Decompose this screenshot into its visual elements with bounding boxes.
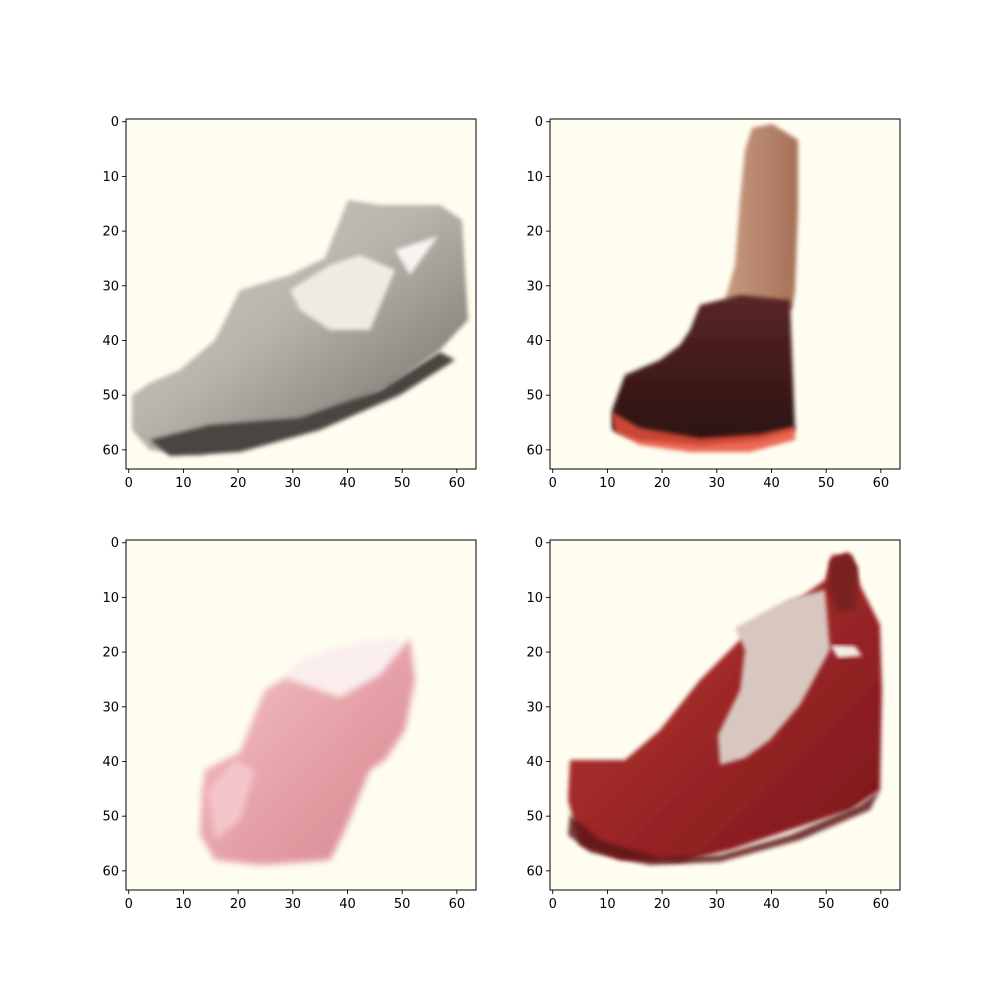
axes-2: 0 10 20 30 40 50 60 0 10 20 30 40 50 60 xyxy=(102,536,477,912)
x-tick-label: 20 xyxy=(654,476,671,491)
axes-frame xyxy=(549,118,901,470)
shoe-body xyxy=(200,638,415,865)
x-tick-label: 50 xyxy=(818,897,835,912)
x-tick-label: 40 xyxy=(339,476,356,491)
shoe-sole-accent xyxy=(612,412,795,452)
y-tick-label: 40 xyxy=(102,334,119,349)
y-tick-label: 0 xyxy=(111,536,119,551)
shoe-opening xyxy=(395,236,438,275)
y-tick-label: 0 xyxy=(535,115,543,130)
shoe-shaft xyxy=(725,124,798,310)
shoe-inner-lining xyxy=(718,590,830,765)
x-tick-label: 10 xyxy=(599,897,616,912)
y-tick-label: 30 xyxy=(526,279,543,294)
y-tick-label: 20 xyxy=(526,646,543,661)
y-tick-label: 10 xyxy=(526,591,543,606)
axes-frame xyxy=(125,118,477,470)
x-tick-label: 30 xyxy=(285,897,302,912)
axes-frame xyxy=(549,539,901,891)
x-tick-label: 0 xyxy=(125,897,133,912)
x-tick-label: 10 xyxy=(175,897,192,912)
x-tick-label: 60 xyxy=(873,897,890,912)
x-tick-label: 20 xyxy=(654,897,671,912)
x-tick-label: 60 xyxy=(873,476,890,491)
shoe-body xyxy=(132,200,468,455)
y-tick-label: 60 xyxy=(526,443,543,458)
y-tick-label: 50 xyxy=(526,810,543,825)
shoe-sole xyxy=(150,352,455,456)
y-tick-label: 50 xyxy=(102,389,119,404)
y-tick-label: 60 xyxy=(102,443,119,458)
y-tick-label: 30 xyxy=(526,700,543,715)
shoe-strap-hole xyxy=(830,645,862,658)
x-tick-label: 30 xyxy=(285,476,302,491)
x-tick-label: 50 xyxy=(394,476,411,491)
y-tick-label: 50 xyxy=(102,810,119,825)
y-tick-label: 40 xyxy=(102,755,119,770)
panel-bottom-right xyxy=(550,540,900,890)
x-tick-label: 0 xyxy=(125,476,133,491)
axes-1: 0 10 20 30 40 50 60 0 10 20 30 40 50 60 xyxy=(526,115,901,491)
y-tick-label: 20 xyxy=(102,225,119,240)
y-tick-label: 0 xyxy=(535,536,543,551)
y-tick-label: 10 xyxy=(526,170,543,185)
x-tick-label: 50 xyxy=(818,476,835,491)
shoe-sole xyxy=(568,790,880,865)
y-tick-label: 0 xyxy=(111,115,119,130)
shoe-heel-tab xyxy=(828,552,858,612)
x-tick-label: 10 xyxy=(175,476,192,491)
x-tick-label: 10 xyxy=(599,476,616,491)
panel-bottom-left xyxy=(126,540,476,890)
x-tick-label: 20 xyxy=(230,897,247,912)
panel-top-left xyxy=(126,119,476,469)
y-tick-label: 30 xyxy=(102,279,119,294)
x-tick-label: 40 xyxy=(763,897,780,912)
shoe-body xyxy=(612,295,795,445)
x-tick-label: 0 xyxy=(549,897,557,912)
axes-0: 0 10 20 30 40 50 60 0 10 20 30 40 50 60 xyxy=(102,115,477,491)
axes-3: 0 10 20 30 40 50 60 0 10 20 30 40 50 60 xyxy=(526,536,901,912)
axes-frame xyxy=(125,539,477,891)
x-tick-label: 0 xyxy=(549,476,557,491)
y-tick-label: 20 xyxy=(526,225,543,240)
y-tick-label: 40 xyxy=(526,755,543,770)
shoe-insole xyxy=(290,255,395,330)
y-tick-label: 10 xyxy=(102,591,119,606)
x-tick-label: 30 xyxy=(709,476,726,491)
shoe-highlight xyxy=(208,760,255,840)
y-tick-label: 60 xyxy=(526,864,543,879)
panel-top-right xyxy=(550,119,900,469)
x-tick-label: 50 xyxy=(394,897,411,912)
x-tick-label: 60 xyxy=(449,897,466,912)
x-tick-label: 60 xyxy=(449,476,466,491)
x-tick-label: 40 xyxy=(339,897,356,912)
x-tick-label: 40 xyxy=(763,476,780,491)
y-tick-label: 10 xyxy=(102,170,119,185)
y-tick-label: 60 xyxy=(102,864,119,879)
x-tick-label: 20 xyxy=(230,476,247,491)
x-tick-label: 30 xyxy=(709,897,726,912)
y-tick-label: 40 xyxy=(526,334,543,349)
y-tick-label: 20 xyxy=(102,646,119,661)
y-tick-label: 50 xyxy=(526,389,543,404)
y-tick-label: 30 xyxy=(102,700,119,715)
